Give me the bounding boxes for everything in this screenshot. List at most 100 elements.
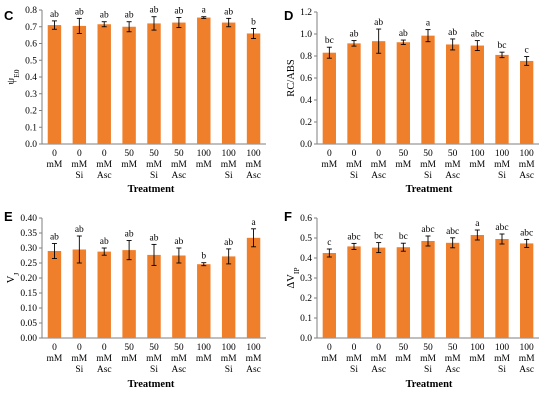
error-bar xyxy=(226,17,232,28)
error-bar xyxy=(201,262,207,267)
x-tick-label: 50 mM Si xyxy=(420,149,436,181)
error-bar xyxy=(176,247,182,264)
x-tick-label: 50 mM Si xyxy=(420,343,436,375)
bar xyxy=(520,243,534,338)
significance-letter: bc xyxy=(325,36,334,46)
significance-letter: bc xyxy=(399,232,408,242)
y-tick-label: 0.6 xyxy=(300,214,312,224)
error-bar xyxy=(251,27,257,39)
x-tick-label: 0 mM Si xyxy=(346,149,362,181)
error-bar xyxy=(524,238,530,248)
bar xyxy=(97,24,111,144)
x-tick-label: 100 mM Si xyxy=(494,343,510,375)
significance-letter: ab xyxy=(350,30,359,40)
x-tick-label: 100 mM Asc xyxy=(246,343,262,375)
significance-letter: abc xyxy=(446,227,459,237)
x-tick-label: 100 mM Si xyxy=(221,343,237,375)
bar xyxy=(520,60,534,145)
bar xyxy=(122,26,136,144)
bar xyxy=(446,242,460,338)
x-tick-label: 100 mM Si xyxy=(221,149,237,181)
error-bar xyxy=(226,248,232,265)
y-tick-label: 0.8 xyxy=(300,52,312,62)
panel-letter: F xyxy=(284,209,292,224)
x-tick-label: 0 mM Si xyxy=(346,343,362,375)
x-tick-label: 50 mM xyxy=(121,343,137,364)
y-axis-label: RC/ABS xyxy=(286,59,297,97)
error-bar xyxy=(400,39,406,45)
y-tick-label: 0.7 xyxy=(25,23,37,33)
panel-letter: D xyxy=(284,8,293,23)
y-tick-label: 0.1 xyxy=(25,123,37,133)
chart-panel-d: D 0.0 0.2 0.4 0.6 0.8 1.0 1.2 RC/ABS bc 0 mM ab 0 mM Si… xyxy=(284,8,539,195)
significance-letter: a xyxy=(426,19,431,29)
significance-letter: bc xyxy=(374,232,383,242)
bar xyxy=(172,255,186,338)
significance-letter: ab xyxy=(174,237,183,247)
significance-letter: ab xyxy=(224,238,233,248)
bar xyxy=(147,254,161,338)
x-tick-label: 100 mM xyxy=(469,343,485,364)
bar xyxy=(197,264,211,338)
significance-letter: ab xyxy=(100,237,109,247)
error-bar xyxy=(400,242,406,252)
x-tick-label: 50 mM Asc xyxy=(171,343,187,375)
error-bar xyxy=(101,21,107,28)
x-tick-label: 100 mM Asc xyxy=(519,343,535,375)
y-tick-label: 0.0 xyxy=(300,140,312,150)
y-tick-label: 0.2 xyxy=(25,107,37,117)
significance-letter: abc xyxy=(520,228,533,238)
bar xyxy=(347,43,361,144)
x-tick-label: 50 mM Asc xyxy=(445,343,461,375)
chart-panel-e: E 0.00 0.05 0.10 0.15 0.20 0.25 0.30 0.35 0.40 VJ a… xyxy=(4,209,266,390)
error-bar xyxy=(474,229,480,241)
y-tick-label: 0.05 xyxy=(20,319,37,329)
y-tick-label: 0.5 xyxy=(25,56,37,66)
bar xyxy=(97,251,111,338)
bar xyxy=(470,235,484,338)
y-tick-label: 0.4 xyxy=(300,96,312,106)
error-bar xyxy=(151,243,157,266)
bar xyxy=(72,25,87,145)
x-tick-label: 100 mM Asc xyxy=(519,149,535,181)
error-bar xyxy=(351,40,357,47)
significance-letter: a xyxy=(475,219,480,229)
bar xyxy=(221,22,236,144)
panel-letter: E xyxy=(4,209,13,224)
significance-letter: b xyxy=(201,252,206,262)
x-tick-label: 0 mM Asc xyxy=(96,343,112,375)
significance-letter: ab xyxy=(50,10,59,20)
significance-letter: ab xyxy=(100,11,109,21)
x-tick-label: 50 mM Asc xyxy=(445,149,461,181)
significance-letter: ab xyxy=(75,7,84,17)
y-axis-label: ψE0 xyxy=(6,69,21,84)
error-bar xyxy=(51,20,57,30)
y-tick-label: 0.00 xyxy=(20,334,37,344)
x-tick-label: 0 mM Asc xyxy=(371,343,387,375)
bar xyxy=(322,52,336,145)
error-bar xyxy=(51,243,57,259)
x-tick-label: 100 mM Si xyxy=(494,149,510,181)
y-tick-label: 0.4 xyxy=(300,254,312,264)
y-tick-label: 0.1 xyxy=(300,314,312,324)
x-tick-label: 50 mM xyxy=(395,343,411,364)
x-tick-label: 0 mM xyxy=(47,149,63,170)
significance-letter: b xyxy=(251,17,256,27)
error-bar xyxy=(201,16,207,19)
error-bar xyxy=(376,242,382,254)
y-tick-label: 0.5 xyxy=(300,234,312,244)
y-tick-label: 0.2 xyxy=(300,294,312,304)
error-bar xyxy=(76,235,82,264)
y-tick-label: 1.2 xyxy=(300,8,312,18)
bar xyxy=(122,250,136,338)
bar xyxy=(47,251,62,338)
bar xyxy=(246,237,261,338)
error-bar xyxy=(76,17,82,34)
x-axis-title: Treatment xyxy=(128,184,175,195)
y-tick-label: 0.3 xyxy=(300,274,312,284)
significance-letter: abc xyxy=(347,232,360,242)
error-bar xyxy=(126,240,132,261)
x-tick-label: 50 mM xyxy=(395,149,411,170)
